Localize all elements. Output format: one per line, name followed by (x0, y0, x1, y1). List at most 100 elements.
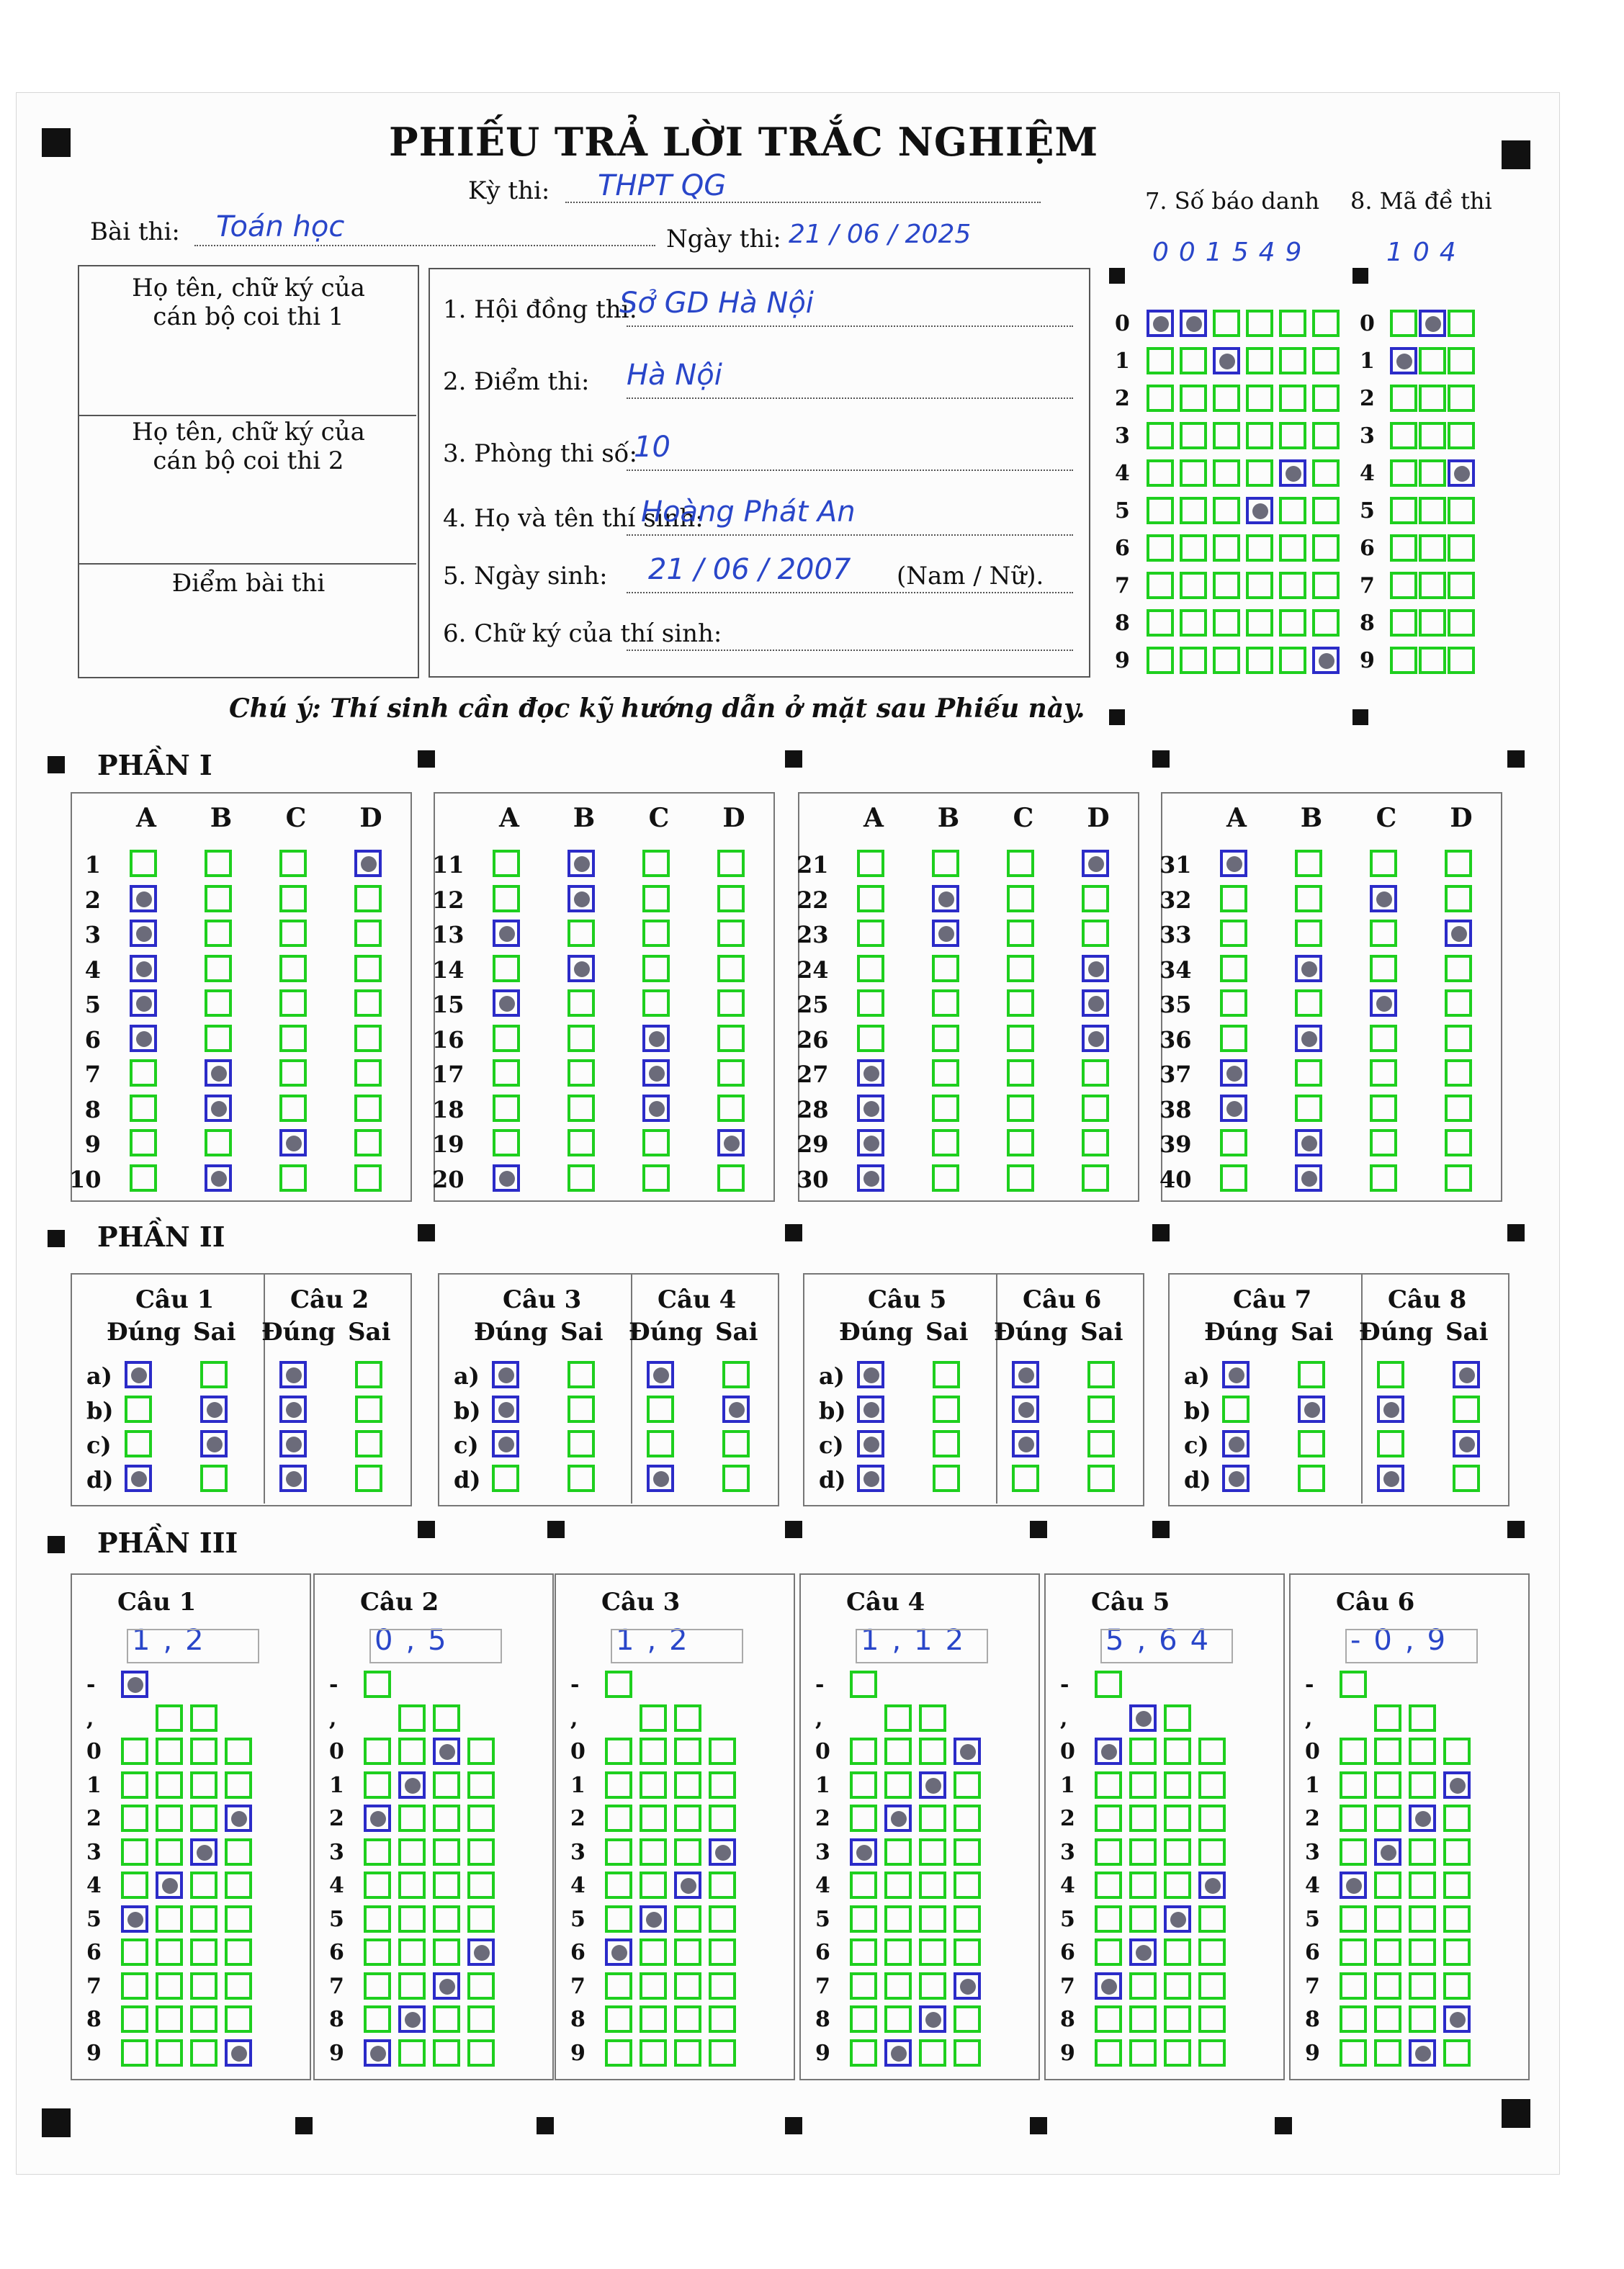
sbd-bubble[interactable] (1147, 422, 1174, 449)
answer-bubble[interactable] (717, 1164, 745, 1192)
digit-bubble[interactable] (1198, 1872, 1226, 1899)
digit-bubble[interactable] (1095, 1738, 1122, 1765)
answer-bubble[interactable] (279, 1129, 307, 1156)
dung-bubble[interactable] (279, 1430, 307, 1457)
digit-bubble[interactable] (190, 2005, 217, 2033)
digit-bubble[interactable] (1409, 1905, 1436, 1933)
answer-bubble[interactable] (1370, 989, 1397, 1017)
answer-bubble[interactable] (642, 1024, 670, 1052)
sbd-bubble[interactable] (1279, 422, 1306, 449)
dung-bubble[interactable] (1012, 1430, 1039, 1457)
digit-bubble[interactable] (850, 2039, 877, 2067)
digit-bubble[interactable] (884, 1972, 912, 2000)
digit-bubble[interactable] (709, 1905, 736, 1933)
answer-bubble[interactable] (567, 884, 595, 912)
digit-bubble[interactable] (709, 1972, 736, 2000)
sai-bubble[interactable] (355, 1465, 382, 1492)
answer-bubble[interactable] (1370, 884, 1397, 912)
answer-bubble[interactable] (642, 884, 670, 912)
answer-bubble[interactable] (717, 1059, 745, 1087)
dung-bubble[interactable] (125, 1396, 152, 1423)
sai-bubble[interactable] (355, 1396, 382, 1423)
digit-bubble[interactable] (919, 1738, 946, 1765)
digit-bubble[interactable] (850, 2005, 877, 2033)
answer-bubble[interactable] (205, 1164, 232, 1192)
digit-bubble[interactable] (1409, 1938, 1436, 1966)
digit-bubble[interactable] (1340, 1972, 1367, 2000)
dung-bubble[interactable] (1222, 1465, 1250, 1492)
dung-bubble[interactable] (1222, 1361, 1250, 1388)
digit-bubble[interactable] (884, 1805, 912, 1832)
sai-bubble[interactable] (567, 1465, 595, 1492)
digit-bubble[interactable] (467, 1805, 495, 1832)
sbd-bubble[interactable] (1180, 497, 1207, 524)
digit-bubble[interactable] (364, 1972, 391, 2000)
digit-bubble[interactable] (1095, 1905, 1122, 1933)
answer-bubble[interactable] (1295, 1129, 1322, 1156)
digit-bubble[interactable] (674, 1771, 701, 1799)
answer-bubble[interactable] (717, 920, 745, 947)
sai-bubble[interactable] (933, 1465, 960, 1492)
dung-bubble[interactable] (1012, 1361, 1039, 1388)
dung-bubble[interactable] (492, 1430, 519, 1457)
sbd-bubble[interactable] (1147, 609, 1174, 637)
answer-bubble[interactable] (279, 1164, 307, 1192)
answer-bubble[interactable] (1082, 850, 1109, 877)
digit-bubble[interactable] (919, 2039, 946, 2067)
dung-bubble[interactable] (857, 1396, 884, 1423)
sbd-bubble[interactable] (1213, 609, 1240, 637)
digit-bubble[interactable] (467, 1738, 495, 1765)
answer-bubble[interactable] (493, 954, 520, 982)
answer-bubble[interactable] (1370, 1059, 1397, 1087)
digit-bubble[interactable] (850, 1972, 877, 2000)
digit-bubble[interactable] (190, 1905, 217, 1933)
digit-bubble[interactable] (190, 2039, 217, 2067)
digit-bubble[interactable] (156, 1905, 183, 1933)
digit-bubble[interactable] (364, 1771, 391, 1799)
digit-bubble[interactable] (1164, 1905, 1191, 1933)
sbd-bubble[interactable] (1279, 310, 1306, 337)
digit-bubble[interactable] (433, 1872, 460, 1899)
digit-bubble[interactable] (121, 1838, 148, 1866)
answer-bubble[interactable] (205, 989, 232, 1017)
answer-bubble[interactable] (205, 954, 232, 982)
digit-bubble[interactable] (674, 2005, 701, 2033)
digit-bubble[interactable] (640, 2039, 667, 2067)
sbd-bubble[interactable] (1147, 534, 1174, 562)
answer-bubble[interactable] (932, 1024, 959, 1052)
answer-bubble[interactable] (932, 989, 959, 1017)
answer-bubble[interactable] (1445, 920, 1472, 947)
digit-bubble[interactable] (1198, 2039, 1226, 2067)
sbd-bubble[interactable] (1246, 534, 1273, 562)
sbd-bubble[interactable] (1246, 310, 1273, 337)
digit-bubble[interactable] (1129, 1838, 1157, 1866)
dung-bubble[interactable] (279, 1396, 307, 1423)
sbd-bubble[interactable] (1213, 572, 1240, 599)
answer-bubble[interactable] (354, 850, 382, 877)
digit-bubble[interactable] (640, 1872, 667, 1899)
digit-bubble[interactable] (1443, 1738, 1471, 1765)
digit-bubble[interactable] (225, 1838, 252, 1866)
digit-bubble[interactable] (190, 1838, 217, 1866)
made-bubble[interactable] (1448, 572, 1475, 599)
made-bubble[interactable] (1448, 422, 1475, 449)
dung-bubble[interactable] (492, 1465, 519, 1492)
digit-bubble[interactable] (954, 1805, 981, 1832)
answer-bubble[interactable] (354, 1094, 382, 1122)
answer-bubble[interactable] (857, 1059, 884, 1087)
answer-bubble[interactable] (1370, 1094, 1397, 1122)
answer-bubble[interactable] (279, 989, 307, 1017)
answer-bubble[interactable] (279, 850, 307, 877)
digit-bubble[interactable] (398, 1838, 426, 1866)
answer-bubble[interactable] (1007, 1164, 1034, 1192)
digit-bubble[interactable] (1443, 1872, 1471, 1899)
digit-bubble[interactable] (1340, 1771, 1367, 1799)
answer-bubble[interactable] (205, 1024, 232, 1052)
sbd-bubble[interactable] (1279, 347, 1306, 374)
digit-bubble[interactable] (1340, 1671, 1367, 1698)
answer-bubble[interactable] (493, 989, 520, 1017)
digit-bubble[interactable] (467, 1872, 495, 1899)
made-bubble[interactable] (1390, 497, 1417, 524)
sbd-bubble[interactable] (1246, 385, 1273, 412)
answer-bubble[interactable] (1295, 1059, 1322, 1087)
